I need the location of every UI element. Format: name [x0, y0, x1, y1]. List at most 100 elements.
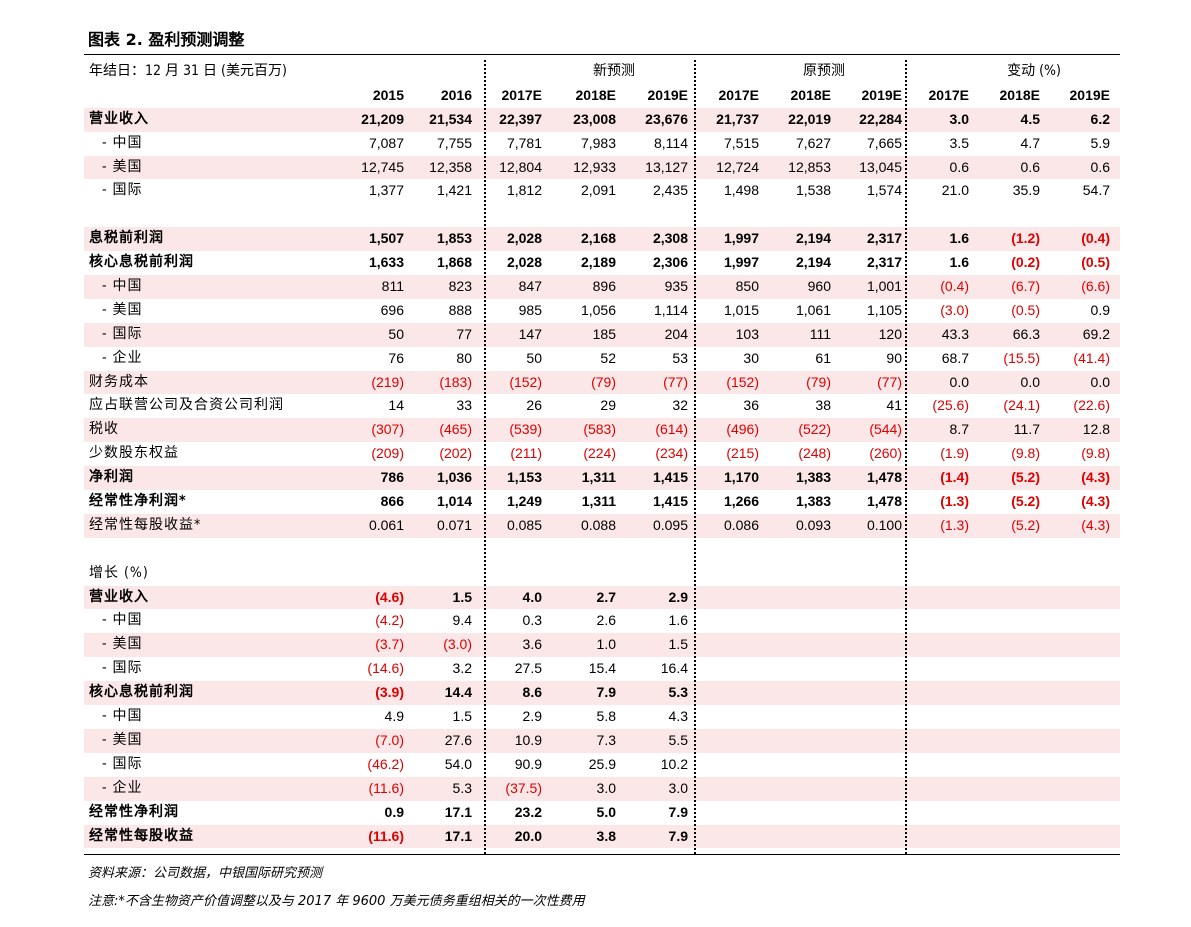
table-cell: 20.0: [514, 827, 542, 844]
table-cell: 12,804: [499, 158, 542, 175]
table-cell: (79): [591, 373, 616, 390]
table-cell: 14.4: [444, 684, 472, 701]
table-cell: (1.2): [1011, 230, 1040, 247]
table-cell: 0.095: [652, 516, 688, 533]
table-cell: 1,114: [654, 301, 688, 318]
table-cell: (3.0): [443, 636, 472, 653]
table-cell: (152): [726, 373, 759, 390]
table-cell: 5.0: [596, 803, 616, 820]
table-cell: (77): [663, 373, 688, 390]
table-cell: 3.5: [949, 134, 969, 151]
table-cell: (0.5): [1081, 254, 1110, 271]
table-cell: (211): [510, 445, 542, 462]
table-cell: (234): [655, 445, 688, 462]
table-cell: 38: [815, 397, 831, 414]
table-row: - 企业 (11.6) 5.3 (37.5) 3.0 3.0: [84, 776, 1120, 801]
table-cell: 0.6: [1090, 158, 1110, 175]
row-label: 少数股东权益: [89, 445, 179, 462]
table-cell: 9.4: [452, 612, 472, 629]
table-cell: (544): [869, 421, 902, 438]
row-label: 税收: [89, 421, 119, 438]
table-cell: 0.6: [1020, 158, 1040, 175]
table-cell: 2,306: [652, 254, 688, 271]
table-cell: 111: [809, 325, 831, 342]
table-cell: 4.0: [522, 588, 542, 605]
table-cell: 7.3: [596, 731, 616, 748]
table-cell: 3.6: [522, 636, 542, 653]
table-cell: 12,724: [716, 158, 759, 175]
table-cell: 21.0: [941, 182, 969, 199]
table-row: [84, 538, 1120, 562]
table-row: 少数股东权益 (209) (202) (211) (224) (234) (215) (248…: [84, 442, 1120, 466]
table-cell: 50: [388, 325, 404, 342]
table-cell: 1,853: [436, 230, 472, 247]
divider-old: [694, 60, 696, 854]
table-cell: 22,019: [788, 110, 831, 127]
table-row: - 美国 696 888 985 1,056 1,114 1,015 1,061 1,105 (3…: [84, 299, 1120, 323]
table-cell: 10.2: [660, 755, 688, 772]
table-cell: 21,737: [716, 110, 759, 127]
table-cell: (79): [806, 373, 831, 390]
table-cell: 1,249: [506, 493, 542, 510]
table-cell: 8.7: [949, 421, 969, 438]
table-row: - 企业 76 80 50 52 53 30 61 90 68.7 (15.5) (41.4): [84, 347, 1120, 371]
table-cell: 1,105: [866, 301, 902, 318]
table-row: - 国际 1,377 1,421 1,812 2,091 2,435 1,498 1,538 1…: [84, 179, 1120, 203]
table-cell: 0.061: [368, 516, 404, 533]
table-cell: 41: [886, 397, 902, 414]
row-label: 经常性净利润: [89, 803, 179, 820]
row-label: - 美国: [102, 301, 143, 318]
table-cell: (5.2): [1011, 469, 1040, 486]
table-cell: 61: [815, 349, 831, 366]
table-cell: 1,061: [795, 301, 831, 318]
table-cell: (24.1): [1003, 397, 1040, 414]
table-cell: (6.6): [1081, 278, 1110, 295]
table-cell: 2,194: [795, 254, 831, 271]
row-label: - 中国: [102, 278, 143, 295]
table-cell: 27.5: [514, 660, 542, 677]
table-cell: 16.4: [660, 660, 688, 677]
row-label: 应占联营公司及合资公司利润: [89, 397, 284, 414]
table-cell: 1,478: [866, 493, 902, 510]
row-label: 核心息税前利润: [89, 684, 194, 701]
table-cell: 847: [518, 278, 542, 295]
table-cell: 12.8: [1082, 421, 1110, 438]
row-label: - 中国: [102, 612, 143, 629]
row-label: - 国际: [102, 325, 143, 342]
table-cell: 2,168: [580, 230, 616, 247]
table-cell: 26: [526, 397, 542, 414]
table-cell: (37.5): [505, 779, 542, 796]
table-cell: 23.2: [514, 803, 542, 820]
table-cell: (1.3): [940, 493, 969, 510]
column-header: 2018E: [999, 86, 1040, 103]
group-old-forecast: 原预测: [803, 63, 845, 79]
table-row: 经常性净利润* 866 1,014 1,249 1,311 1,415 1,266 1,383…: [84, 490, 1120, 514]
table-cell: (1.9): [940, 445, 969, 462]
table-cell: 147: [518, 325, 542, 342]
table-cell: 43.3: [941, 325, 969, 342]
table-cell: 3.2: [452, 660, 472, 677]
table-cell: 76: [388, 349, 404, 366]
table-cell: (496): [726, 421, 759, 438]
column-header: 2015: [372, 86, 404, 103]
table-cell: 53: [672, 349, 688, 366]
table-row: 经常性净利润 0.9 17.1 23.2 5.0 7.9: [84, 801, 1120, 825]
table-cell: 1,868: [436, 254, 472, 271]
table-cell: 4.3: [668, 708, 688, 725]
table-cell: (1.3): [940, 516, 969, 533]
table-cell: (209): [371, 445, 404, 462]
table-cell: 1,383: [795, 469, 831, 486]
divider-new: [484, 60, 486, 854]
table-cell: 14: [388, 397, 404, 414]
row-label: 核心息税前利润: [89, 254, 194, 271]
table-cell: 0.093: [795, 516, 831, 533]
table-cell: 2,317: [866, 230, 902, 247]
row-label: - 美国: [102, 636, 143, 653]
table-cell: 3.0: [949, 110, 969, 127]
table-cell: (539): [509, 421, 542, 438]
column-header: 2018E: [790, 86, 831, 103]
table-cell: 4.9: [384, 708, 404, 725]
column-header: 2019E: [1069, 86, 1110, 103]
table-cell: 52: [600, 349, 616, 366]
table-cell: 29: [600, 397, 616, 414]
